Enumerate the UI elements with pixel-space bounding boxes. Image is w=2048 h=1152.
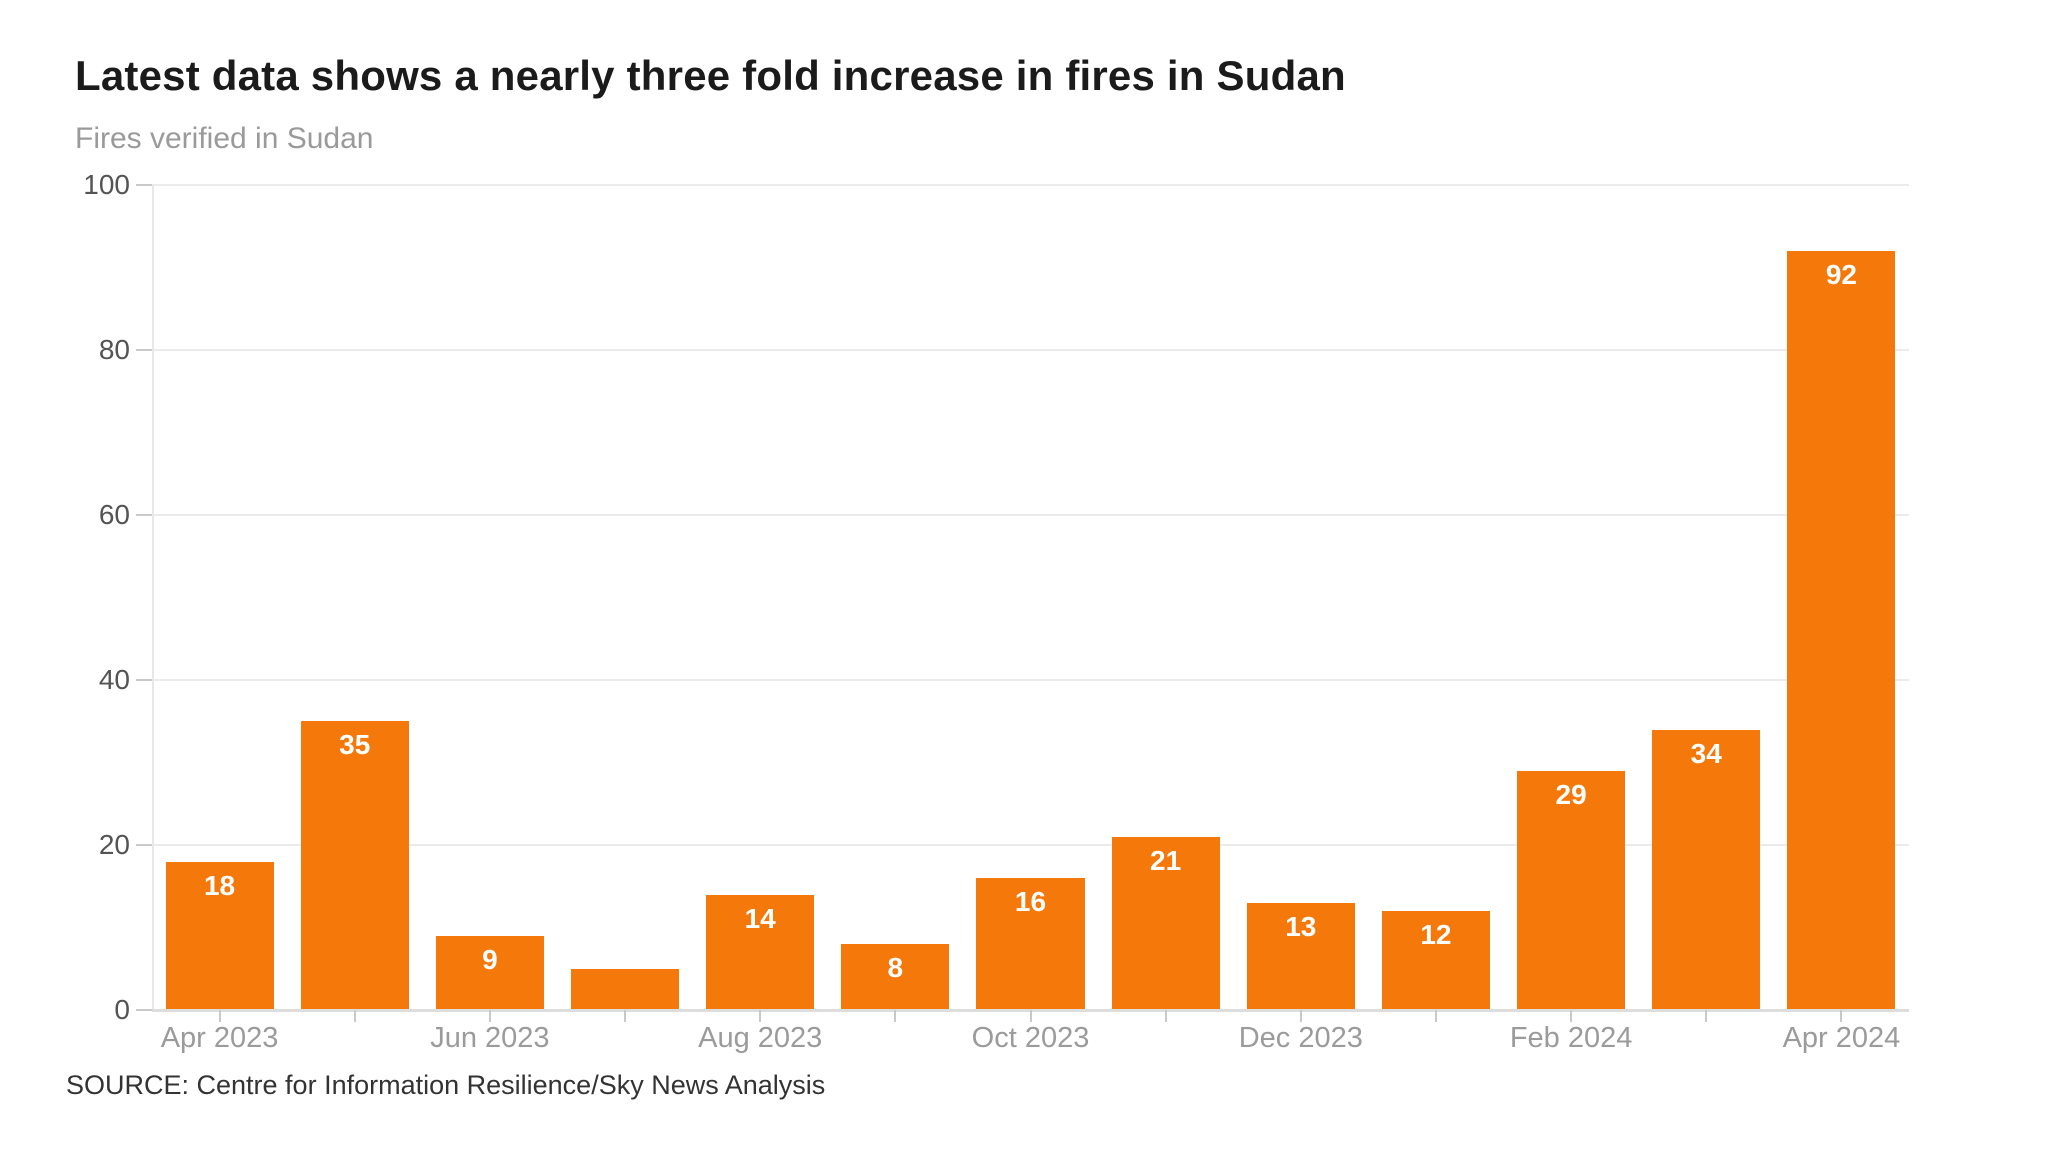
y-axis-label-60: 60 <box>98 499 130 530</box>
bar-nov-2023: 21 <box>1111 836 1220 1010</box>
x-axis-label-aug-2023: Aug 2023 <box>698 1022 823 1054</box>
y-axis-line <box>152 185 154 1010</box>
y-axis-label-80: 80 <box>98 334 130 365</box>
bar-value-label-aug-2023: 14 <box>744 902 776 934</box>
y-axis-tick-100 <box>136 184 152 186</box>
y-axis-label-100: 100 <box>83 169 130 200</box>
x-axis-tick-apr-2023 <box>218 1010 221 1022</box>
y-axis-tick-60 <box>136 514 152 516</box>
bar-aug-2023: 14 <box>706 894 815 1010</box>
x-axis-tick-oct-2023 <box>1029 1010 1032 1022</box>
bar-value-label-feb-2024: 29 <box>1555 778 1587 810</box>
y-axis-label-0: 0 <box>114 994 130 1025</box>
x-axis-label-apr-2023: Apr 2023 <box>160 1022 279 1054</box>
y-axis-tick-80 <box>136 349 152 351</box>
bar-may-2023: 35 <box>300 721 409 1010</box>
y-axis-tick-20 <box>136 844 152 846</box>
y-axis-label-20: 20 <box>98 829 130 860</box>
gridline-40 <box>152 679 1909 681</box>
bar-dec-2023: 13 <box>1246 902 1355 1010</box>
x-axis-tick-nov-2023 <box>1164 1010 1167 1022</box>
chart-source: SOURCE: Centre for Information Resilienc… <box>66 1070 826 1100</box>
bar-value-label-nov-2023: 21 <box>1150 844 1182 876</box>
chart-title: Latest data shows a nearly three fold in… <box>75 52 1346 99</box>
x-axis-tick-aug-2023 <box>759 1010 762 1022</box>
gridline-60 <box>152 514 1909 516</box>
x-axis-tick-dec-2023 <box>1299 1010 1302 1022</box>
x-axis-label-apr-2024: Apr 2024 <box>1782 1022 1901 1054</box>
bar-value-label-jun-2023: 9 <box>482 943 498 975</box>
bar-value-label-mar-2024: 34 <box>1690 737 1722 769</box>
y-axis-label-40: 40 <box>98 664 130 695</box>
x-axis-tick-apr-2024 <box>1840 1010 1843 1022</box>
bar-jun-2023: 9 <box>435 935 544 1010</box>
bar-mar-2024: 34 <box>1652 729 1761 1010</box>
bar-value-label-may-2023: 35 <box>339 729 371 761</box>
bar-jul-2023 <box>570 968 680 1010</box>
x-axis-tick-sep-2023 <box>894 1010 897 1022</box>
bar-oct-2023: 16 <box>976 878 1085 1010</box>
chart-subtitle: Fires verified in Sudan <box>75 122 374 155</box>
gridline-80 <box>152 349 1909 351</box>
x-axis-tick-jan-2024 <box>1434 1010 1437 1022</box>
bar-value-label-apr-2023: 18 <box>203 869 236 901</box>
bar-apr-2023: 18 <box>165 861 274 1010</box>
bar-feb-2024: 29 <box>1517 770 1626 1010</box>
gridline-20 <box>152 844 1909 846</box>
bar-value-label-oct-2023: 16 <box>1014 886 1047 917</box>
y-axis-tick-40 <box>136 679 152 681</box>
bar-apr-2024: 92 <box>1787 251 1896 1010</box>
x-axis-tick-feb-2024 <box>1570 1010 1573 1022</box>
x-axis-label-dec-2023: Dec 2023 <box>1238 1022 1363 1054</box>
bar-chart-plot-area: 18 35 9 14 8 16 21 13 12 29 34 92 <box>152 184 1909 1022</box>
bar-value-label-sep-2023: 8 <box>887 952 904 983</box>
x-axis-label-jun-2023: Jun 2023 <box>430 1022 550 1054</box>
bar-value-label-apr-2024: 92 <box>1825 259 1857 290</box>
bar-value-label-dec-2023: 13 <box>1285 910 1317 942</box>
y-axis-tick-0 <box>136 1009 152 1011</box>
x-axis-tick-jun-2023 <box>488 1010 491 1022</box>
x-axis-label-feb-2024: Feb 2024 <box>1509 1022 1633 1054</box>
bar-value-label-jan-2024: 12 <box>1420 919 1452 950</box>
bar-sep-2023: 8 <box>841 944 950 1010</box>
x-axis-label-oct-2023: Oct 2023 <box>971 1022 1090 1054</box>
gridline-100 <box>152 184 1909 186</box>
x-axis-tick-may-2023 <box>353 1010 356 1022</box>
x-axis-tick-mar-2024 <box>1705 1010 1708 1022</box>
x-axis-tick-jul-2023 <box>624 1010 627 1022</box>
bar-jan-2024: 12 <box>1381 911 1490 1010</box>
